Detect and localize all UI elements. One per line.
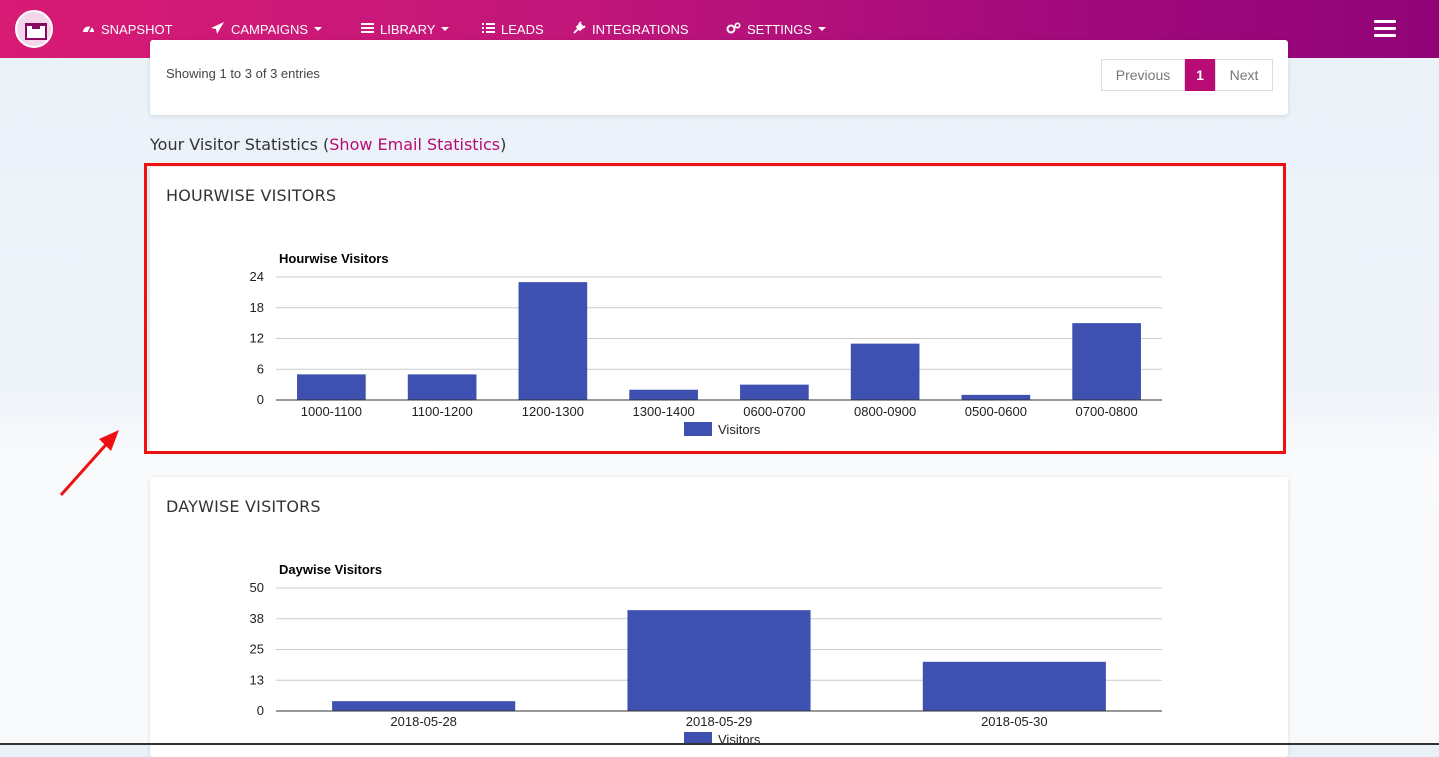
window-bottom-edge xyxy=(0,743,1439,745)
nav-integrations-label: INTEGRATIONS xyxy=(592,21,689,37)
x-tick-label: 1000-1100 xyxy=(301,404,362,419)
bar-2018-05-30 xyxy=(922,661,1106,711)
nav-snapshot-label: SNAPSHOT xyxy=(101,21,173,37)
nav-library[interactable]: LIBRARY xyxy=(361,0,450,58)
x-tick-label: 1300-1400 xyxy=(633,404,695,419)
x-tick-label: 0500-0600 xyxy=(965,404,1027,419)
bar-1000-1100 xyxy=(297,374,366,400)
nav-campaigns-label: CAMPAIGNS xyxy=(231,21,309,37)
pagination-page-1[interactable]: 1 xyxy=(1185,59,1215,91)
plug-icon xyxy=(573,21,586,37)
chart-title: Hourwise Visitors xyxy=(279,251,389,266)
hourwise-chart: Hourwise Visitors 0 6 12 18 24 1000-1100 1100-1… xyxy=(250,251,1162,437)
bar-0700-0800 xyxy=(1072,323,1141,400)
entries-info: Showing 1 to 3 of 3 entries xyxy=(166,66,320,81)
bar-1300-1400 xyxy=(629,389,698,400)
x-tick-label: 2018-05-29 xyxy=(686,714,753,729)
bar-0800-0900 xyxy=(850,343,920,400)
annotation-arrow-icon xyxy=(59,430,119,496)
highlight-box xyxy=(144,163,1286,454)
chevron-down-icon xyxy=(441,27,450,31)
nav-integrations[interactable]: INTEGRATIONS xyxy=(573,0,689,58)
x-tick-label: 0600-0700 xyxy=(743,404,805,419)
daywise-chart: Daywise Visitors 0 13 25 38 50 2018-05-28 2018-… xyxy=(250,562,1162,745)
x-tick-label: 1200-1300 xyxy=(522,404,584,419)
show-email-statistics-link[interactable]: Show Email Statistics xyxy=(329,135,501,154)
y-tick-label: 13 xyxy=(250,672,264,687)
pagination-previous[interactable]: Previous xyxy=(1101,59,1185,91)
legend-swatch xyxy=(684,422,712,436)
daywise-heading: DAYWISE VISITORS xyxy=(166,497,321,516)
stats-suffix: ) xyxy=(500,135,507,154)
chart-title: Daywise Visitors xyxy=(279,562,382,577)
stats-prefix: Your Visitor Statistics ( xyxy=(150,135,330,154)
nav-settings[interactable]: SETTINGS xyxy=(726,0,827,58)
nav-leads-label: LEADS xyxy=(501,21,544,37)
y-tick-label: 0 xyxy=(257,392,264,407)
visitor-statistics-heading: Your Visitor Statistics (Show Email Stat… xyxy=(150,135,506,154)
nav-leads[interactable]: LEADS xyxy=(482,0,544,58)
pagination: Previous 1 Next xyxy=(1101,59,1273,91)
legend-swatch xyxy=(684,732,712,745)
dashboard-icon xyxy=(82,22,95,36)
nav-campaigns[interactable]: CAMPAIGNS xyxy=(211,0,323,58)
legend-label: Visitors xyxy=(718,732,761,745)
hourwise-card xyxy=(150,167,1284,451)
bar-2018-05-29 xyxy=(627,610,811,711)
nav-library-label: LIBRARY xyxy=(380,21,436,37)
bar-1200-1300 xyxy=(518,282,588,400)
x-tick-label: 1100-1200 xyxy=(412,404,473,419)
y-tick-label: 0 xyxy=(257,703,264,718)
nav-snapshot[interactable]: SNAPSHOT xyxy=(82,0,173,58)
y-tick-label: 50 xyxy=(250,580,264,595)
hourwise-heading: HOURWISE VISITORS xyxy=(166,186,337,205)
y-tick-label: 18 xyxy=(250,300,264,315)
y-tick-label: 24 xyxy=(250,269,264,284)
legend-label: Visitors xyxy=(718,422,761,437)
bar-1100-1200 xyxy=(407,374,477,400)
y-tick-label: 12 xyxy=(250,331,264,346)
pagination-next[interactable]: Next xyxy=(1215,59,1273,91)
x-tick-label: 0800-0900 xyxy=(854,404,916,419)
hamburger-menu-icon[interactable] xyxy=(1374,20,1396,38)
bar-2018-05-28 xyxy=(332,701,516,711)
list-icon xyxy=(482,22,495,36)
chevron-down-icon xyxy=(314,27,323,31)
y-tick-label: 38 xyxy=(250,611,264,626)
nav-settings-label: SETTINGS xyxy=(747,21,813,37)
logo[interactable] xyxy=(15,10,53,48)
y-tick-label: 25 xyxy=(250,642,264,657)
cogs-icon xyxy=(726,21,741,37)
x-tick-label: 2018-05-30 xyxy=(981,714,1047,729)
leads-table-card xyxy=(150,40,1288,115)
y-tick-label: 6 xyxy=(257,361,264,376)
paper-plane-icon xyxy=(211,21,225,37)
bar-0600-0700 xyxy=(740,384,809,400)
library-icon xyxy=(361,22,374,36)
x-tick-label: 2018-05-28 xyxy=(390,714,457,729)
chevron-down-icon xyxy=(818,27,827,31)
bar-0500-0600 xyxy=(961,394,1031,400)
x-tick-label: 0700-0800 xyxy=(1076,404,1138,419)
